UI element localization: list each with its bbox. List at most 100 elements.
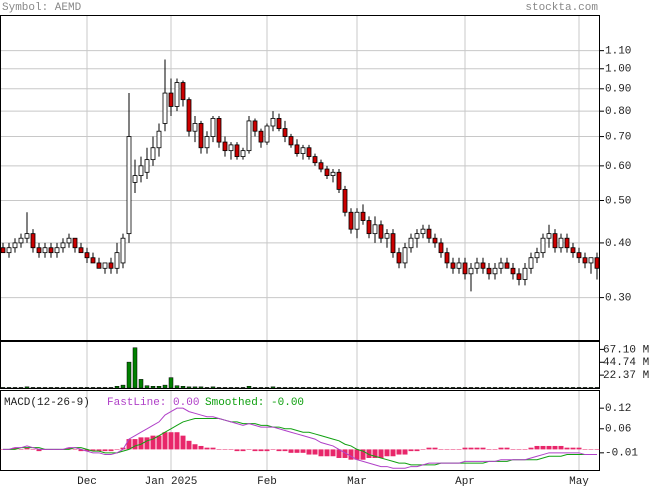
candle-body [348,211,354,230]
legend-fast: FastLine: 0.00 [107,397,199,409]
volume-bar [264,387,270,389]
candle-body [102,262,108,269]
volume-bar [342,387,348,389]
macd-histogram-bar [126,439,132,450]
candle-body [48,247,54,254]
candle-body [300,147,306,154]
macd-histogram-bar [144,437,150,450]
volume-bar [504,387,510,389]
volume-bar [84,387,90,389]
volume-bar [498,387,504,389]
candle-body [360,211,366,221]
macd-histogram-bar [24,447,30,450]
y-tick-label: 67.10 M [603,344,649,356]
candle-body [258,130,264,143]
candle-body [480,262,486,269]
macd-histogram-bar [402,449,408,455]
candle-body [192,123,198,132]
macd-histogram-bar [450,449,456,450]
volume-bar [258,387,264,389]
x-tick-label: Mar [347,476,367,486]
macd-histogram-bar [408,449,414,452]
macd-histogram-bar [576,447,582,450]
volume-bar [432,387,438,389]
volume-bar [438,387,444,389]
macd-histogram-bar [288,449,294,453]
candle-body [198,123,204,149]
volume-bar [510,387,516,389]
candle-body [270,118,276,127]
candle-body [324,168,330,177]
candle-body [42,247,48,254]
macd-histogram-bar [180,435,186,450]
macd-histogram-bar [426,447,432,450]
candle-body [522,267,528,280]
macd-histogram-bar [414,449,420,452]
macd-histogram-bar [348,449,354,460]
macd-histogram-bar [72,449,78,450]
candle-body [210,118,216,137]
candle-body [456,262,462,269]
symbol-title: Symbol: AEMD [2,2,82,14]
volume-bar [330,387,336,389]
volume-bar [594,387,600,389]
candle-body [240,150,246,157]
volume-bar [192,386,198,389]
volume-bar [552,387,558,389]
volume-panel [0,341,600,389]
macd-histogram-bar [90,449,96,452]
candle-body [294,144,300,154]
volume-bar [378,387,384,389]
macd-histogram-bar [492,449,498,450]
volume-bar [576,387,582,389]
volume-bar [456,387,462,389]
grid-layer [1,16,600,470]
y-tick-label: 0.50 [605,195,631,207]
price-panel [0,15,600,341]
macd-histogram-bar [360,449,366,460]
macd-histogram-bar [528,447,534,450]
macd-histogram-bar [546,445,552,450]
macd-histogram-bar [504,447,510,450]
macd-histogram-bar [594,449,600,450]
candle-body [534,252,540,259]
macd-histogram-bar [540,445,546,450]
candle-body [228,144,234,152]
candle-body [384,233,390,239]
candle-body [138,165,144,177]
macd-histogram-bar [18,449,24,450]
macd-histogram-bar [282,449,288,452]
candle-body [168,92,174,107]
volume-bar [492,387,498,389]
volume-bar [414,387,420,389]
macd-histogram-bar [378,449,384,458]
macd-histogram-bar [456,449,462,450]
candle-body [396,252,402,264]
volume-bar [450,387,456,389]
candle-body [54,247,60,254]
volume-bar [24,386,30,389]
macd-histogram-bar [114,449,120,450]
macd-histogram-bar [270,449,276,450]
volume-bar [384,387,390,389]
candle-body [504,262,510,269]
macd-histogram-bar [294,449,300,453]
y-tick-label: 0.90 [605,84,631,96]
candle-body [246,120,252,152]
volume-bar [588,387,594,389]
macd-histogram-bar [570,447,576,450]
candle-body [540,237,546,254]
macd-histogram-bar [138,437,144,450]
candle-body [180,82,186,101]
volume-bar [354,387,360,389]
macd-histogram-bar [324,449,330,457]
y-tick-label: 1.10 [605,46,631,58]
macd-histogram-bar [300,449,306,453]
macd-histogram-bar [474,447,480,450]
y-tick-label: 0.06 [605,424,631,436]
macd-histogram-bar [318,449,324,457]
macd-histogram-bar [276,449,282,452]
candle-body [558,237,564,249]
candle-body [390,233,396,254]
